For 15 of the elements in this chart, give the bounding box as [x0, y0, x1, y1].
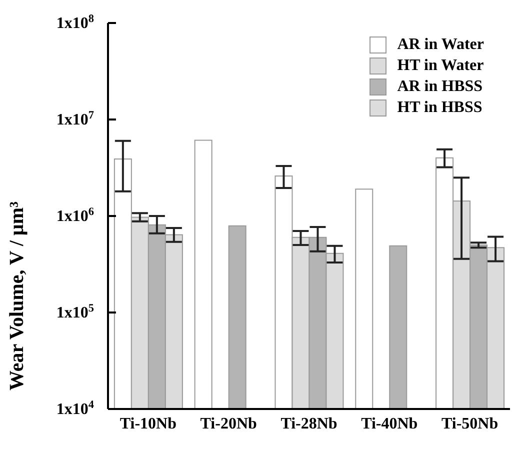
legend-label: AR in Water [397, 36, 484, 54]
y-tick-label: 1x10$^{5}$ [56, 302, 94, 322]
x-tick-label: Ti-20Nb [200, 415, 258, 432]
x-tick-label: Ti-50Nb [441, 415, 498, 432]
y-axis-title: Wear Volume, V / μm³ [6, 201, 28, 391]
x-tick-label: Ti-40Nb [361, 415, 418, 432]
legend-label: AR in HBSS [397, 78, 483, 96]
y-tick-label: 1x10$^{8}$ [56, 13, 94, 32]
y-tick-label: 1x10$^{6}$ [56, 206, 94, 225]
x-tick-label: Ti-10Nb [120, 415, 177, 432]
y-tick-label: 1x10$^{7}$ [56, 110, 94, 128]
legend-label: HT in HBSS [397, 99, 482, 117]
x-tick-label: Ti-28Nb [280, 415, 338, 432]
legend-label: HT in Water [397, 57, 484, 75]
y-tick-label: 1x10$^{4}$ [56, 399, 94, 418]
